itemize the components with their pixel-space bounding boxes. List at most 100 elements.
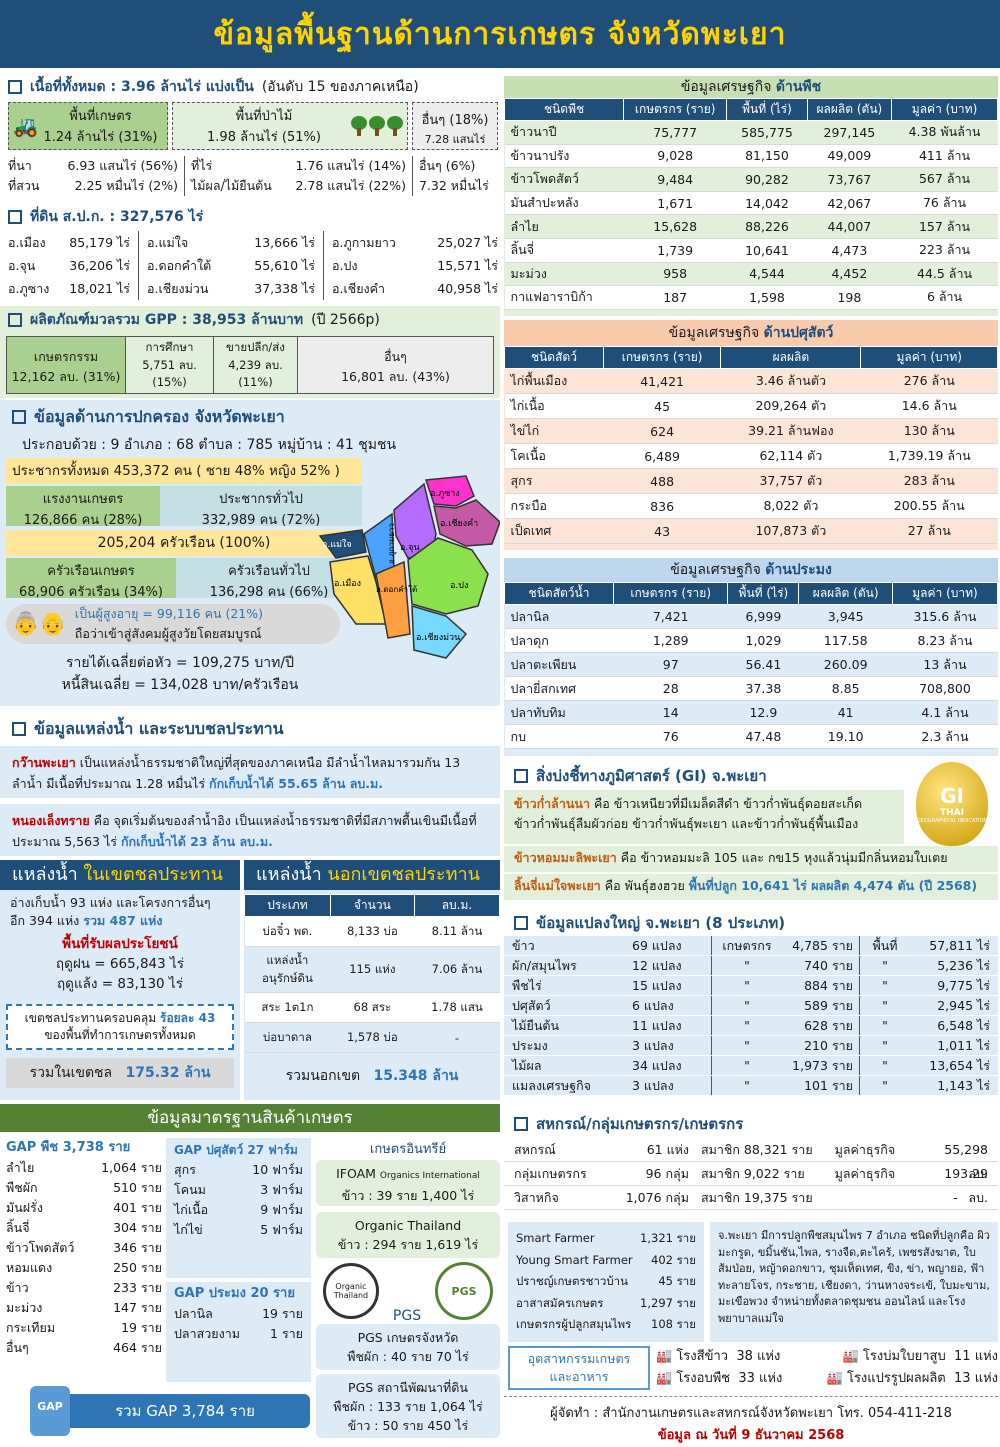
pgs-land-station-box: PGS สถานีพัฒนาที่ดิน พืชผัก : 133 ราย 1,… xyxy=(316,1374,500,1438)
column-header: ชนิดสัตว์ xyxy=(504,346,604,369)
other-label: อื่นๆ (18%) xyxy=(421,113,489,128)
table-cell: 28 xyxy=(613,676,728,701)
table-cell: 2.3 ล้าน xyxy=(892,724,998,749)
tree-icon xyxy=(351,116,403,136)
table-cell: 49,009 xyxy=(807,144,892,169)
list-item: มันฝรั่ง 401 ราย xyxy=(6,1200,162,1215)
table-cell: 39.21 ล้านฟอง xyxy=(720,418,861,444)
table-cell: 10,641 xyxy=(726,238,808,263)
checkbox-icon xyxy=(8,210,22,224)
table-cell: 117.58 xyxy=(798,628,893,653)
table-cell: มันสำปะหลัง xyxy=(504,191,624,216)
column-header: มูลค่า (บาท) xyxy=(891,582,999,605)
table-cell: 157 ล้าน xyxy=(891,214,998,239)
list-item: ข้าว 233 ราย xyxy=(6,1280,162,1295)
table-cell: 44,007 xyxy=(807,214,892,239)
admin-section: ข้อมูลด้านการปกครอง จังหวัดพะเยา ประกอบด… xyxy=(0,400,500,706)
other-value: 7.28 แสนไร่ xyxy=(424,133,486,146)
gap-animal-list: GAP ปศุสัตว์ 27 ฟาร์ม สุกร 10 ฟาร์ม โคนม 3 … xyxy=(166,1138,311,1278)
list-item: มะม่วง 147 ราย xyxy=(6,1300,162,1315)
gi-heading: สิ่งบ่งชี้ทางภูมิศาสตร์ (GI) จ.พะเยา xyxy=(536,767,767,785)
tractor-icon: 🚜 xyxy=(13,114,38,138)
table-cell: 12.9 xyxy=(727,700,799,725)
fishery-title: ข้อมูลเศรษฐกิจ ด้านประมง xyxy=(504,558,998,582)
pgs-provincial-box: PGS เกษตรจังหวัด พืชผัก : 40 ราย 70 ไร่ xyxy=(316,1324,500,1370)
kwan-phayao-box: กว๊านพะเยา เป็นแหล่งน้ำธรรมชาติใหญ่ที่สุ… xyxy=(0,746,500,798)
table-cell: 8.23 ล้าน xyxy=(892,628,998,653)
table-row: มะม่วง 958 4,544 4,452 44.5 ล้าน xyxy=(504,262,998,287)
orchard-value: 2.25 หมื่นไร่ (2%) xyxy=(74,178,178,193)
table-cell: 8,022 ตัว xyxy=(720,493,861,519)
labor-box: แรงงานเกษตร 126,866 คน (28%) xyxy=(6,486,160,528)
table-cell: 209,264 ตัว xyxy=(720,393,861,419)
table-cell: กระบือ xyxy=(504,493,604,519)
fishery-section: ข้อมูลเศรษฐกิจ ด้านประมง ชนิดสัตว์น้ำ เกษ… xyxy=(503,558,999,756)
livestock-section: ข้อมูลเศรษฐกิจ ด้านปศุสัตว์ ชนิดสัตว์ เกษ… xyxy=(504,320,998,550)
table-row: กาแฟอาราบิก้า 187 1,598 198 6 ล้าน xyxy=(504,285,998,310)
table-cell: 958 xyxy=(623,262,727,287)
ifoam-box: IFOAM Organics International ข้าว : 39 ร… xyxy=(316,1160,500,1206)
industry-items: 🏭 โรงสีข้าว 38 แห่ง 🏭 โรงบ่มใบยาสูบ 11 แ… xyxy=(656,1349,998,1386)
table-cell: 107,873 ตัว xyxy=(720,518,861,544)
table-row: ข้าวนาปี 75,777 585,775 297,145 4.38 พันล้าน xyxy=(504,120,998,145)
paddy-label: ที่นา xyxy=(8,158,32,173)
list-item: เกษตรกรผู้ปลูกสมุนไพร 108 ราย xyxy=(516,1317,696,1331)
checkbox-icon xyxy=(8,80,22,94)
list-item: ไก่เนื้อ 9 ฟาร์ม xyxy=(174,1202,303,1217)
table-cell: 15,628 xyxy=(623,214,727,239)
table-cell: 488 xyxy=(603,468,721,494)
plots-section: ข้อมูลแปลงใหญ่ จ.พะเยา (8 ประเภท) ข้าว 69… xyxy=(504,910,998,1106)
list-item: กลุ่มเกษตรกร 96 กลุ่ม สมาชิก 9,022 ราย มูลค… xyxy=(504,1162,998,1205)
checkbox-icon xyxy=(8,313,22,327)
map-label-chun: อ.จุน xyxy=(400,543,420,553)
table-header-row: ชนิดสัตว์ เกษตรกร (ราย) ผลผลิต มูลค่า (บาท) xyxy=(504,346,998,369)
list-item: ข้าวโพดสัตว์ 346 ราย xyxy=(6,1240,162,1255)
table-cell: 13 ล้าน xyxy=(892,652,998,677)
map-district-dokkhamtai xyxy=(375,560,411,639)
gpp-trade-box: ขายปลีก/ส่ง 4,239 ลบ. (11%) xyxy=(214,336,298,394)
spk-item: อ.ดอกคำใต้ 55,610 ไร่ xyxy=(138,254,323,277)
table-cell: มะม่วง xyxy=(504,262,624,287)
checkbox-icon xyxy=(12,410,26,424)
gi-lychee-box: ลิ้นจี่แม่ใจพะเยา คือ พันธุ์ฮงฮวย พื้นที… xyxy=(504,874,998,900)
table-cell: ข้าวนาปรัง xyxy=(504,144,624,169)
table-cell: 14.6 ล้าน xyxy=(860,393,998,419)
table-cell: 187 xyxy=(623,285,727,310)
column-header: พื้นที่ (ไร่) xyxy=(727,582,800,605)
coop-heading: สหกรณ์/กลุ่มเกษตรกร/เกษตรกร xyxy=(536,1115,744,1133)
column-header: ชนิดสัตว์น้ำ xyxy=(503,582,615,605)
table-cell: 223 ล้าน xyxy=(891,238,998,263)
column-header: มูลค่า (บาท) xyxy=(891,98,998,121)
table-row: ปลาตะเพียน 97 56.41 260.09 13 ล้าน xyxy=(504,652,998,677)
table-cell: ไข่ไก่ xyxy=(504,418,604,444)
list-item: หอมแดง 250 ราย xyxy=(6,1260,162,1275)
table-cell: 200.55 ล้าน xyxy=(860,493,998,519)
forest-label: พื้นที่ป่าไม้ xyxy=(235,109,293,124)
footer-credit: ผู้จัดทำ : สำนักงานเกษตรและสหกรณ์จังหวัด… xyxy=(550,1406,952,1421)
spk-item: อ.จุน 36,206 ไร่ xyxy=(8,258,130,273)
elderly-count: เป็นผู้สูงอายุ = 99,116 คน (21%) xyxy=(74,606,264,621)
gi-seal-icon: GI THAI GEOGRAPHICAL INDICATION xyxy=(916,762,988,846)
checkbox-icon xyxy=(12,722,26,736)
list-item: ลิ้นจี่ 304 ราย xyxy=(6,1220,162,1235)
farm-value: 1.24 ล้านไร่ (31%) xyxy=(43,130,158,145)
land-heading: เนื้อที่ทั้งหมด : 3.96 ล้านไร่ แบ่งเป็น xyxy=(30,79,254,95)
table-cell: 41 xyxy=(798,700,893,725)
coop-section: สหกรณ์/กลุ่มเกษตรกร/เกษตรกร สหกรณ์ 61 แห่… xyxy=(504,1110,998,1214)
table-cell: ลำไย xyxy=(504,214,624,239)
elderly-couple-icon: 👵👴 xyxy=(12,611,67,637)
table-row: ปลาทับทิม 14 12.9 41 4.1 ล้าน xyxy=(504,700,998,725)
crop-section: ข้อมูลเศรษฐกิจ ด้านพืช ชนิดพืช เกษตรกร (ร… xyxy=(503,76,998,316)
water-heading: ข้อมูลแหล่งน้ำ และระบบชลประทาน xyxy=(34,718,284,738)
admin-compose: ประกอบด้วย : 9 อำเภอ : 68 ตำบล : 785 หมู… xyxy=(22,437,397,453)
table-cell: ข้าวโพดสัตว์ xyxy=(504,167,624,192)
table-row: กบ 76 47.48 19.10 2.3 ล้าน xyxy=(504,724,998,749)
table-cell: 75,777 xyxy=(623,120,727,145)
table-cell: 14 xyxy=(613,700,728,725)
table-cell: 3.46 ล้านตัว xyxy=(720,368,861,394)
field-value: 1.76 แสนไร่ (14%) xyxy=(295,158,406,173)
spk-item: อ.เชียงม่วน 37,338 ไร่ xyxy=(138,277,323,300)
checkbox-icon xyxy=(514,1117,528,1131)
land-rank: (อันดับ 15 ของภาคเหนือ) xyxy=(261,79,419,95)
table-cell: 56.41 xyxy=(727,652,799,677)
